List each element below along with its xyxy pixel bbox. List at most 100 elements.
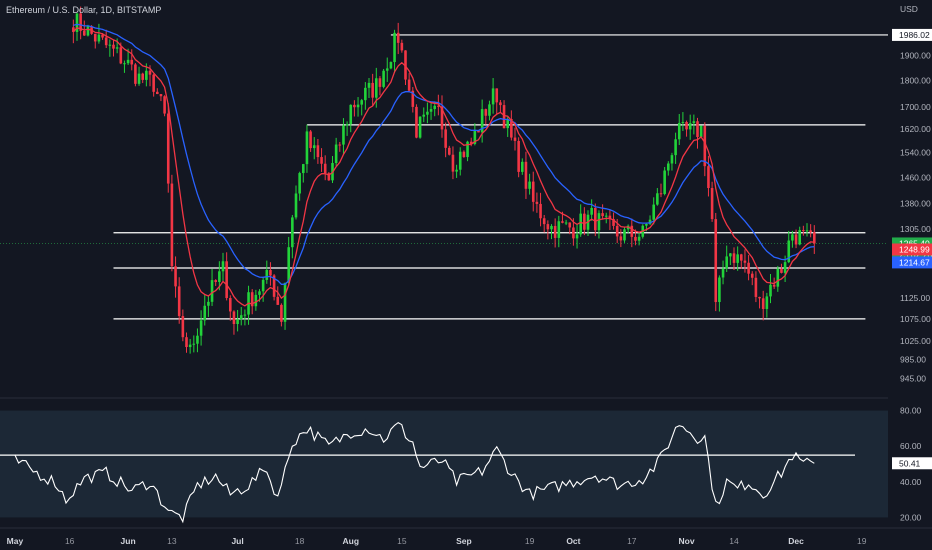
- candle-body: [480, 109, 484, 133]
- price-axis[interactable]: USD 1986.02 1900.00 1800.00 1700.00 1620.00 15…: [892, 4, 932, 522]
- candle-body: [378, 78, 382, 87]
- candle-body: [385, 68, 389, 71]
- candle-body: [448, 147, 451, 155]
- candle-body: [813, 232, 816, 244]
- candle-body: [718, 277, 721, 303]
- candle-body: [360, 100, 363, 105]
- candle-body: [415, 106, 418, 138]
- candle-body: [258, 291, 261, 295]
- candle-body: [699, 125, 703, 137]
- candle-body: [210, 280, 214, 302]
- candle-body: [261, 279, 265, 292]
- candle-body: [550, 225, 553, 230]
- candle-body: [612, 219, 615, 226]
- candle-body: [484, 109, 488, 116]
- candle-body: [265, 270, 269, 280]
- candle-body: [681, 121, 685, 123]
- time-tick-label: 13: [167, 536, 177, 546]
- candle-body: [243, 314, 247, 316]
- time-tick-label: Nov: [679, 536, 695, 546]
- price-tick-label: 1075.00: [900, 314, 931, 324]
- candle-body: [783, 262, 787, 273]
- candle-body: [112, 44, 115, 49]
- candle-body: [535, 201, 539, 204]
- candle-body: [491, 88, 495, 105]
- candle-body: [791, 234, 794, 241]
- candle-body: [597, 213, 601, 231]
- candle-body: [291, 217, 294, 248]
- candle-body: [729, 253, 732, 257]
- candle-body: [667, 163, 670, 171]
- candle-body: [356, 104, 360, 108]
- candle-body: [502, 105, 506, 129]
- candle-body: [615, 225, 619, 237]
- candle-body: [108, 44, 112, 46]
- candle-body: [809, 230, 812, 233]
- price-tick-label: 1025.00: [900, 336, 931, 346]
- candle-body: [119, 47, 123, 64]
- candle-body: [353, 104, 356, 108]
- candle-body: [382, 70, 385, 87]
- candle-body: [93, 33, 97, 42]
- candle-body: [433, 105, 436, 110]
- candle-body: [72, 27, 75, 32]
- candle-body: [564, 222, 568, 224]
- candle-body: [250, 292, 254, 307]
- price-tick-label: 945.00: [900, 374, 926, 384]
- candle-body: [732, 253, 736, 263]
- candle-body: [531, 181, 535, 202]
- candle-body: [488, 104, 491, 116]
- candle-body: [579, 213, 582, 235]
- candle-body: [758, 296, 761, 299]
- candle-body: [451, 154, 455, 172]
- candle-body: [269, 270, 272, 276]
- candle-body: [645, 223, 648, 226]
- candle-body: [761, 298, 765, 309]
- candles-layer: [72, 6, 816, 354]
- time-tick-label: Oct: [566, 536, 580, 546]
- candle-body: [130, 59, 134, 65]
- candle-body: [163, 96, 166, 114]
- time-axis[interactable]: May 16 Jun 13 Jul 18 Aug 15 Sep 19 Oct 17 Nov 14 Dec 19: [0, 527, 932, 546]
- time-tick-label: 16: [65, 536, 75, 546]
- candle-body: [524, 161, 528, 189]
- candle-body: [805, 230, 809, 232]
- candle-body: [776, 268, 780, 287]
- candle-body: [557, 221, 561, 238]
- candle-body: [608, 215, 612, 220]
- candle-body: [221, 261, 225, 272]
- candle-body: [83, 30, 86, 36]
- candle-body: [780, 268, 783, 273]
- candle-body: [747, 262, 750, 274]
- candle-body: [477, 130, 480, 133]
- candle-body: [214, 280, 217, 282]
- candle-body: [426, 111, 429, 115]
- candle-body: [283, 282, 287, 322]
- candle-body: [677, 122, 681, 140]
- candle-body: [170, 183, 174, 267]
- candle-body: [181, 316, 185, 338]
- candle-body: [323, 163, 327, 174]
- candle-body: [115, 47, 119, 49]
- candle-body: [495, 88, 499, 103]
- candle-body: [101, 34, 104, 38]
- price-tick-label: 1620.00: [900, 124, 931, 134]
- candle-body: [440, 106, 444, 130]
- symbol-title[interactable]: Ethereum / U.S. Dollar, 1D, BITSTAMP: [6, 5, 162, 15]
- candle-body: [469, 141, 473, 144]
- price-tag-ema-fast: 1248.99: [899, 245, 930, 255]
- candle-body: [126, 59, 130, 64]
- candle-body: [145, 70, 148, 80]
- candle-body: [634, 236, 637, 241]
- price-tick-label: 1125.00: [900, 293, 930, 303]
- candle-body: [79, 13, 82, 31]
- candle-body: [772, 284, 776, 287]
- candle-body: [630, 225, 634, 237]
- rsi-pane: [0, 397, 888, 524]
- price-tick-label: 1305.00: [900, 224, 931, 234]
- candle-body: [765, 296, 769, 309]
- candle-body: [710, 188, 714, 220]
- candle-body: [404, 50, 407, 80]
- candle-body: [714, 219, 718, 303]
